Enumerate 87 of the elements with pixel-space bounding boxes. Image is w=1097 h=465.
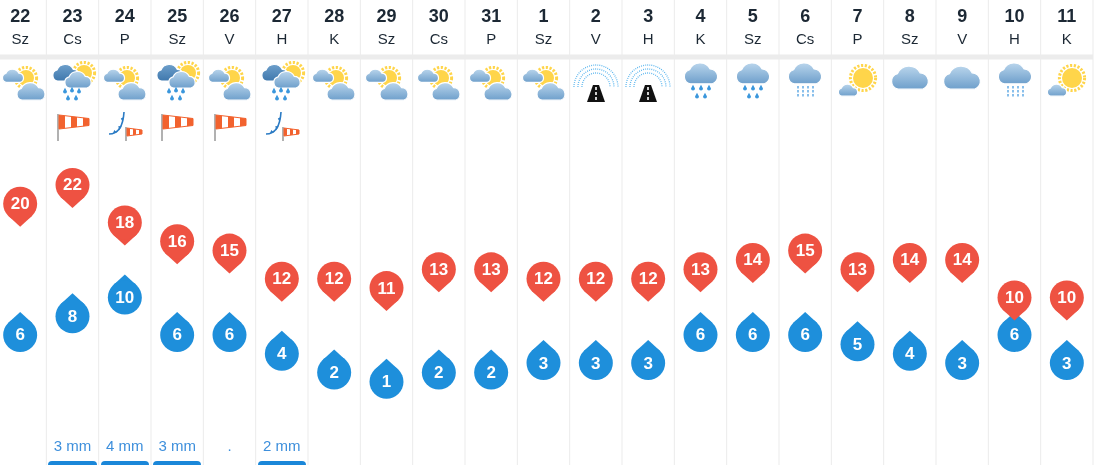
data-label: 20 bbox=[10, 194, 30, 214]
x-tick-label: 9 V bbox=[957, 6, 968, 47]
point bbox=[264, 336, 299, 371]
data-label: 13 bbox=[429, 259, 449, 279]
data-label: 16 bbox=[167, 231, 187, 251]
data-label: 6 bbox=[800, 325, 810, 345]
point bbox=[421, 355, 456, 390]
x-tick-label: 28 K bbox=[324, 6, 345, 47]
x-tick-label: 6 Cs bbox=[795, 6, 815, 47]
data-label: 3 bbox=[591, 353, 601, 373]
data-label: 18 bbox=[115, 212, 135, 232]
point bbox=[997, 317, 1032, 352]
data-label: 6 bbox=[15, 325, 25, 345]
x-tick-label: 22 Sz bbox=[10, 6, 31, 47]
text: . bbox=[226, 437, 233, 455]
data-label: 12 bbox=[638, 269, 658, 289]
data-label: 10 bbox=[115, 287, 135, 307]
point bbox=[474, 355, 509, 390]
point bbox=[160, 317, 195, 352]
x-tick-label: 11 K bbox=[1057, 6, 1077, 47]
data-label: 3 bbox=[1062, 353, 1072, 373]
point bbox=[631, 346, 666, 381]
text: 3 mm bbox=[52, 437, 93, 455]
data-label: 2 bbox=[434, 362, 444, 382]
data-label: 3 bbox=[957, 353, 967, 373]
data-label: 14 bbox=[952, 250, 973, 270]
data-label: 6 bbox=[224, 325, 235, 345]
point bbox=[945, 346, 980, 381]
data-label: 4 bbox=[905, 344, 916, 364]
data-label: 6 bbox=[748, 325, 758, 345]
point bbox=[840, 327, 875, 362]
x-tick-label: 30 Cs bbox=[428, 6, 449, 47]
data-label: 12 bbox=[324, 269, 344, 289]
point bbox=[526, 346, 561, 381]
data-label: 6 bbox=[172, 325, 182, 345]
x-tick-label: 23 Cs bbox=[62, 6, 83, 47]
x-tick-label: 5 Sz bbox=[744, 6, 762, 47]
x-tick-label: 1 Sz bbox=[534, 6, 553, 47]
data-label: 10 bbox=[1005, 287, 1024, 307]
data-label: 12 bbox=[272, 269, 292, 289]
data-label: 15 bbox=[795, 241, 815, 261]
data-label: 1 bbox=[381, 372, 392, 392]
data-label: 3 bbox=[538, 353, 549, 373]
x-tick-label: 7 P bbox=[852, 6, 863, 47]
x-tick-label: 25 Sz bbox=[167, 6, 188, 47]
data-label: 2 bbox=[486, 362, 496, 382]
data-label: 4 bbox=[277, 344, 288, 364]
x-tick-label: 8 Sz bbox=[901, 6, 919, 47]
data-label: 13 bbox=[691, 259, 710, 279]
x-tick-label: 3 H bbox=[642, 6, 654, 47]
data-label: 10 bbox=[1057, 287, 1077, 307]
point bbox=[578, 346, 613, 381]
point bbox=[892, 336, 927, 371]
data-label: 12 bbox=[534, 269, 553, 289]
point bbox=[1049, 346, 1084, 381]
x-tick-label: 4 K bbox=[695, 6, 706, 47]
point bbox=[212, 317, 247, 352]
point bbox=[3, 317, 38, 352]
text: 4 mm bbox=[105, 437, 145, 455]
point bbox=[788, 317, 823, 352]
data-label: 15 bbox=[220, 241, 239, 261]
x-tick-label: 29 Sz bbox=[376, 6, 397, 47]
data-label: 14 bbox=[900, 250, 920, 270]
data-label: 5 bbox=[852, 334, 863, 354]
data-label: 22 bbox=[63, 175, 82, 195]
data-label: 2 bbox=[329, 362, 339, 382]
point bbox=[317, 355, 352, 390]
x-tick-label: 31 P bbox=[481, 6, 502, 47]
point bbox=[683, 317, 718, 352]
x-tick-label: 27 H bbox=[271, 6, 292, 47]
text: 3 mm bbox=[157, 437, 197, 455]
x-tick-label: 26 V bbox=[219, 6, 240, 47]
x-tick-label: 10 H bbox=[1004, 6, 1025, 47]
data-label: 12 bbox=[586, 269, 606, 289]
data-label: 14 bbox=[743, 250, 763, 270]
data-label: 6 bbox=[695, 325, 706, 345]
x-tick-label: 2 V bbox=[590, 6, 601, 47]
point bbox=[735, 317, 770, 352]
data-label: 8 bbox=[67, 306, 78, 326]
data-label: 11 bbox=[377, 278, 396, 298]
data-label: 13 bbox=[481, 259, 501, 279]
x-tick-label: 24 P bbox=[114, 6, 135, 47]
point bbox=[369, 364, 404, 399]
data-label: 13 bbox=[848, 259, 867, 279]
data-label: 3 bbox=[643, 353, 653, 373]
data-label: 6 bbox=[1009, 325, 1020, 345]
text: 2 mm bbox=[262, 437, 302, 455]
